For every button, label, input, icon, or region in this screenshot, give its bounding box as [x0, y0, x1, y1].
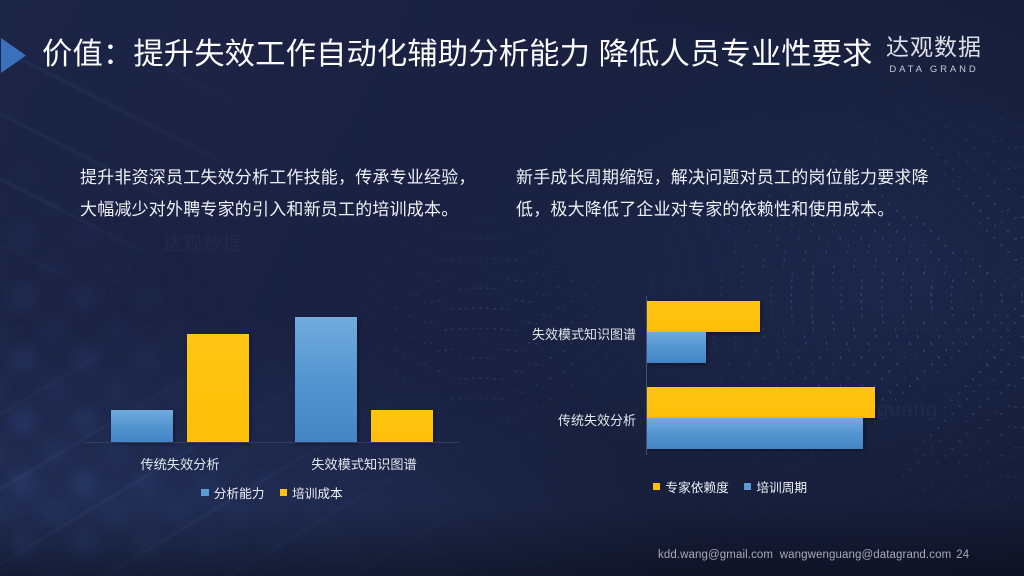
header: 价值：提升失效工作自动化辅助分析能力 降低人员专业性要求 达观数据 DATA G…: [0, 0, 1024, 110]
chart-left-category-label: 失效模式知识图谱: [311, 457, 417, 472]
brand-logo-name: 达观数据: [886, 34, 982, 60]
legend-swatch-blue: [743, 482, 752, 491]
brand-logo-subtitle: DATA GRAND: [889, 64, 979, 75]
paragraph-left-line1: 提升非资深员工失效分析工作技能，传承专业经验，: [80, 168, 476, 187]
chart-right-bar-专家依赖度-传统失效分析: [647, 387, 875, 418]
chart-left-legend: 分析能力 培训成本: [85, 483, 459, 502]
footer-emails: kdd.wang@gmail.com wangwenguang@datagran…: [658, 548, 952, 561]
chart-left-bar-培训成本-失效模式知识图谱: [371, 409, 433, 442]
chart-right-bar-专家依赖度-失效模式知识图谱: [647, 301, 760, 332]
chart-right-y-axis: [646, 296, 647, 455]
chart-right-bar-培训周期-失效模式知识图谱: [647, 332, 706, 363]
chart-left-bar-培训成本-传统失效分析: [187, 334, 249, 442]
chart-right-legend: 专家依赖度 培训周期: [520, 477, 940, 496]
title-marker-icon: [1, 38, 26, 73]
legend-swatch-blue: [201, 488, 209, 497]
legend-label: 分析能力: [213, 487, 265, 501]
legend-item: 专家依赖度: [652, 477, 729, 496]
chart-left-bar-分析能力-传统失效分析: [111, 409, 173, 442]
paragraph-right-line2: 低，极大降低了企业对专家的依赖性和使用成本。: [516, 199, 895, 219]
legend-item: 培训成本: [279, 483, 343, 502]
background-bottom-shade: [0, 506, 1024, 576]
paragraph-right: 新手成长周期缩短，解决问题对员工的岗位能力要求降 低，极大降低了企业对专家的依赖…: [516, 162, 956, 226]
legend-swatch-yellow: [279, 488, 287, 497]
chart-right-bar-培训周期-传统失效分析: [647, 418, 864, 449]
paragraph-left-line2: 大幅减少对外聘专家的引入和新员工的培训成本。: [80, 199, 459, 219]
background-streaks-top-left: [0, 60, 300, 320]
legend-label: 培训成本: [292, 487, 343, 501]
page-title: 价值：提升失效工作自动化辅助分析能力 降低人员专业性要求: [42, 37, 873, 71]
chart-right-category-label: 传统失效分析: [557, 413, 636, 428]
paragraph-right-line1: 新手成长周期缩短，解决问题对员工的岗位能力要求降: [516, 168, 929, 187]
legend-label: 培训周期: [756, 481, 808, 495]
chart-left-x-axis: [85, 442, 459, 443]
paragraph-left: 提升非资深员工失效分析工作技能，传承专业经验， 大幅减少对外聘专家的引入和新员工…: [80, 162, 500, 226]
legend-label: 专家依赖度: [665, 481, 729, 495]
legend-item: 分析能力: [201, 483, 265, 502]
legend-item: 培训周期: [743, 477, 808, 496]
page-number: 24: [956, 548, 970, 561]
chart-right-category-label: 失效模式知识图谱: [531, 327, 636, 342]
footer: kdd.wang@gmail.com wangwenguang@datagran…: [658, 549, 969, 561]
legend-swatch-yellow: [652, 482, 661, 491]
brand-logo: 达观数据 DATA GRAND: [884, 34, 984, 75]
chart-left-category-label: 传统失效分析: [140, 457, 220, 472]
chart-left-bar-分析能力-失效模式知识图谱: [295, 317, 357, 442]
watermark-brand-text: 达观数据: [163, 234, 244, 255]
